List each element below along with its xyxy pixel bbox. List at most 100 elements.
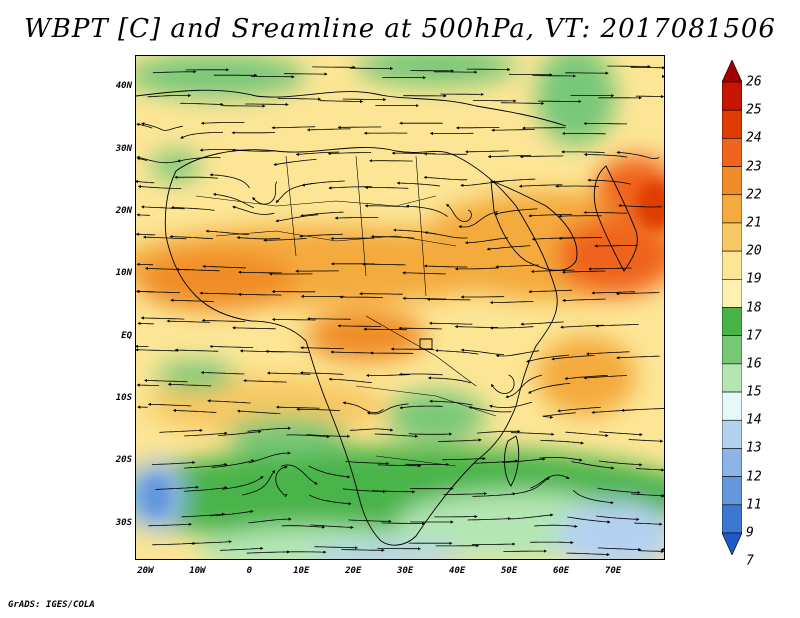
colorbar-swatch: [722, 504, 742, 534]
streamline: [494, 208, 538, 216]
streamline: [301, 180, 345, 187]
streamline: [152, 70, 197, 74]
colorbar-label: 23: [746, 159, 762, 175]
streamline: [630, 493, 664, 498]
streamline: [534, 524, 578, 528]
streamline: [585, 351, 630, 356]
streamline: [473, 99, 517, 103]
streamline: [330, 350, 374, 354]
streamline: [557, 406, 601, 413]
streamline: [141, 122, 183, 131]
streamline: [265, 349, 309, 353]
streamline: [402, 271, 446, 275]
streamline: [200, 370, 245, 375]
streamline: [212, 192, 254, 209]
streamline: [476, 429, 521, 434]
streamline: [528, 213, 572, 218]
streamline: [361, 262, 406, 266]
streamline: [635, 94, 664, 99]
credit-text: GrADS: IGES/COLA: [8, 600, 95, 610]
streamline: [594, 244, 638, 248]
streamline: [489, 326, 534, 330]
streamline: [242, 469, 276, 496]
streamline: [561, 150, 605, 154]
streamline: [489, 300, 534, 305]
streamline: [374, 433, 419, 438]
streamline: [598, 460, 643, 467]
streamline: [209, 173, 250, 189]
streamline: [248, 451, 291, 464]
streamline: [618, 204, 662, 208]
streamline: [381, 521, 426, 526]
streamline: [638, 549, 664, 553]
streamline: [136, 348, 179, 352]
streamline: [184, 463, 228, 469]
streamline: [471, 542, 516, 546]
lon-tick-label: 20E: [345, 566, 362, 576]
lat-tick-label: 10N: [115, 268, 132, 279]
streamline: [520, 321, 564, 326]
streamline: [423, 175, 468, 181]
lat-tick-label: 30S: [115, 517, 132, 528]
colorbar-label: 25: [746, 102, 762, 118]
streamline: [170, 298, 214, 302]
streamline: [635, 468, 664, 472]
streamline: [551, 355, 595, 361]
streamline: [310, 524, 354, 529]
streamline: [271, 126, 316, 130]
wbpt-streamline-map: [136, 56, 664, 559]
streamline: [490, 374, 515, 394]
streamline: [314, 546, 358, 550]
streamline: [174, 175, 218, 179]
streamline: [558, 236, 602, 240]
streamline: [169, 234, 214, 240]
streamline: [435, 349, 479, 355]
streamline: [140, 316, 185, 320]
streamline: [341, 548, 385, 552]
streamline: [472, 492, 516, 497]
colorbar-swatch: [722, 279, 742, 308]
streamline: [398, 326, 443, 330]
streamline: [281, 525, 326, 529]
streamline: [428, 321, 473, 325]
streamline: [222, 476, 264, 490]
lon-tick-label: 40E: [449, 566, 466, 576]
streamline: [405, 204, 448, 217]
colorbar-swatch: [722, 81, 742, 111]
streamline: [218, 430, 262, 436]
colorbar-label: 12: [746, 469, 762, 485]
streamline: [424, 231, 468, 239]
streamline: [399, 405, 443, 410]
colorbar: [722, 60, 742, 555]
colorbar-swatch: [722, 109, 742, 139]
streamline: [136, 156, 180, 164]
streamline: [137, 185, 182, 189]
lat-tick-label: 20N: [115, 205, 132, 216]
streamline: [142, 235, 187, 240]
streamline: [364, 204, 409, 208]
streamline: [136, 383, 160, 387]
streamline: [474, 459, 519, 464]
streamline: [530, 474, 570, 489]
streamline: [180, 102, 224, 107]
streamline: [487, 155, 532, 159]
streamline: [423, 152, 468, 156]
streamline: [396, 181, 441, 187]
streamline: [147, 402, 192, 407]
streamline: [275, 465, 288, 498]
streamline: [176, 267, 220, 272]
lon-tick-label: 10E: [293, 566, 310, 576]
colorbar-label: 13: [746, 440, 762, 456]
streamline: [443, 492, 488, 496]
streamline: [199, 291, 243, 295]
colorbar-label: 24: [746, 130, 762, 146]
streamline: [607, 64, 651, 69]
streamline: [542, 412, 576, 419]
streamline: [328, 377, 372, 383]
colorbar-swatch: [722, 250, 742, 280]
streamline: [564, 375, 608, 381]
streamline: [275, 214, 319, 223]
colorbar-label: 26: [746, 74, 762, 90]
streamline: [174, 348, 219, 352]
colorbar-bottom-arrow: [722, 532, 742, 555]
